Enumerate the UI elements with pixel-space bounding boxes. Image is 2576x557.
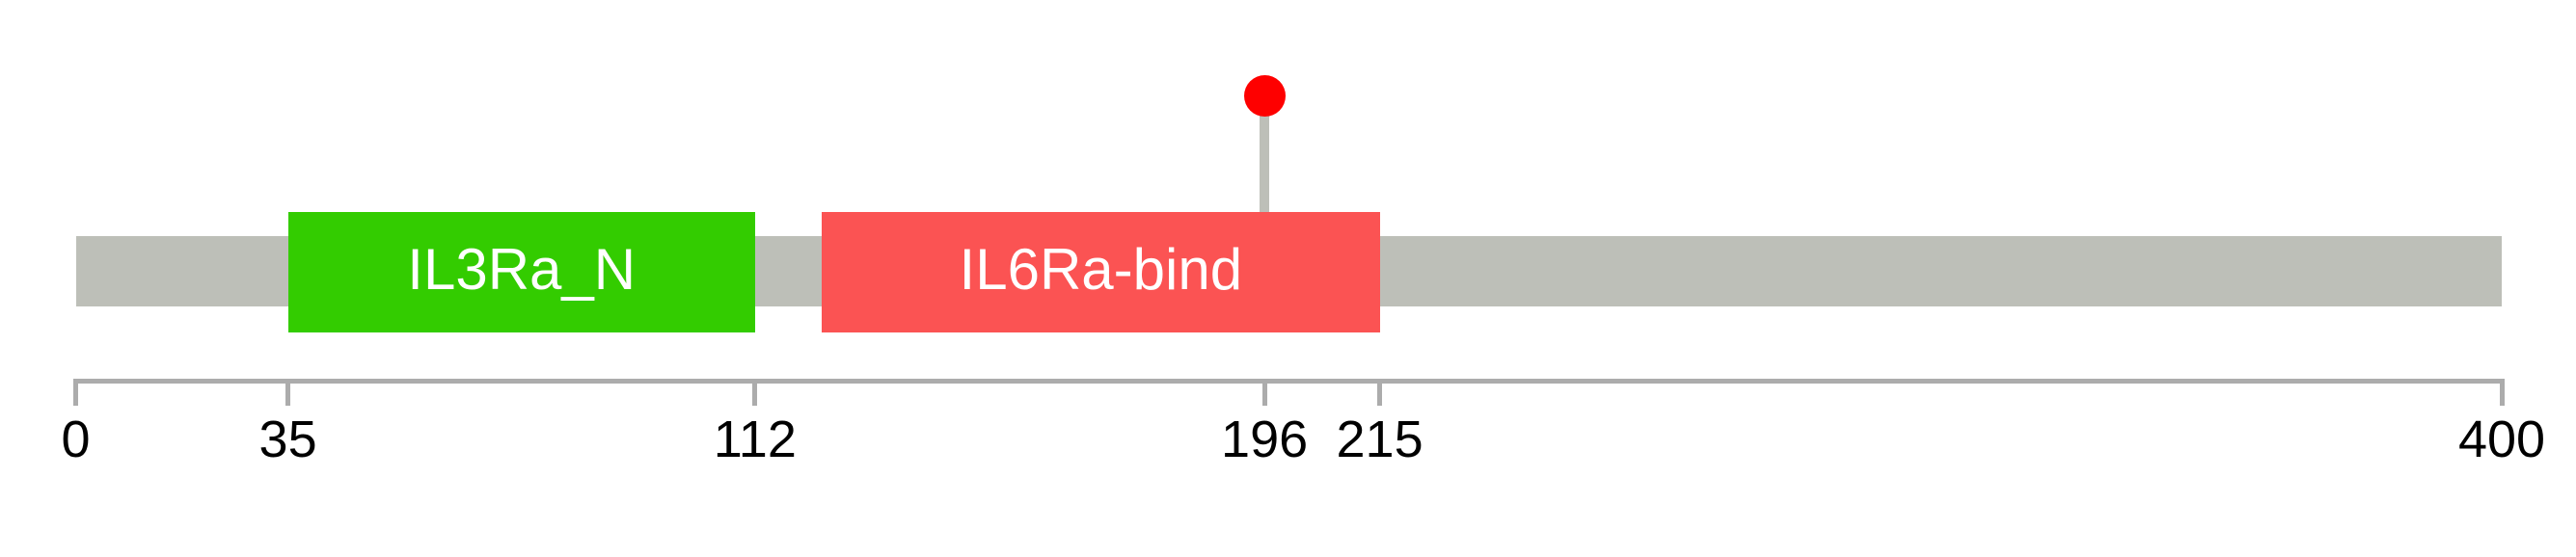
axis-tick-label: 0: [61, 411, 91, 468]
axis-tick-label: 196: [1221, 411, 1309, 468]
domain-label: IL3Ra_N: [407, 236, 637, 302]
axis-tick-label: 35: [258, 411, 317, 468]
domain-box: IL3Ra_N: [287, 212, 755, 332]
domain-box: IL6Ra-bind: [822, 212, 1380, 332]
axis-tick: [285, 379, 291, 406]
lollipop-head: [1243, 74, 1286, 117]
axis-tick: [2499, 379, 2505, 406]
axis-tick: [73, 379, 78, 406]
axis-tick-label: 400: [2457, 411, 2546, 468]
axis-tick-label: 112: [713, 411, 797, 468]
lollipop-stick: [1260, 116, 1270, 212]
x-axis-line: [73, 379, 2505, 384]
axis-tick: [1261, 379, 1267, 406]
domain-label: IL6Ra-bind: [959, 236, 1243, 302]
axis-tick: [752, 379, 758, 406]
axis-tick-label: 215: [1336, 411, 1424, 468]
axis-tick: [1377, 379, 1383, 406]
